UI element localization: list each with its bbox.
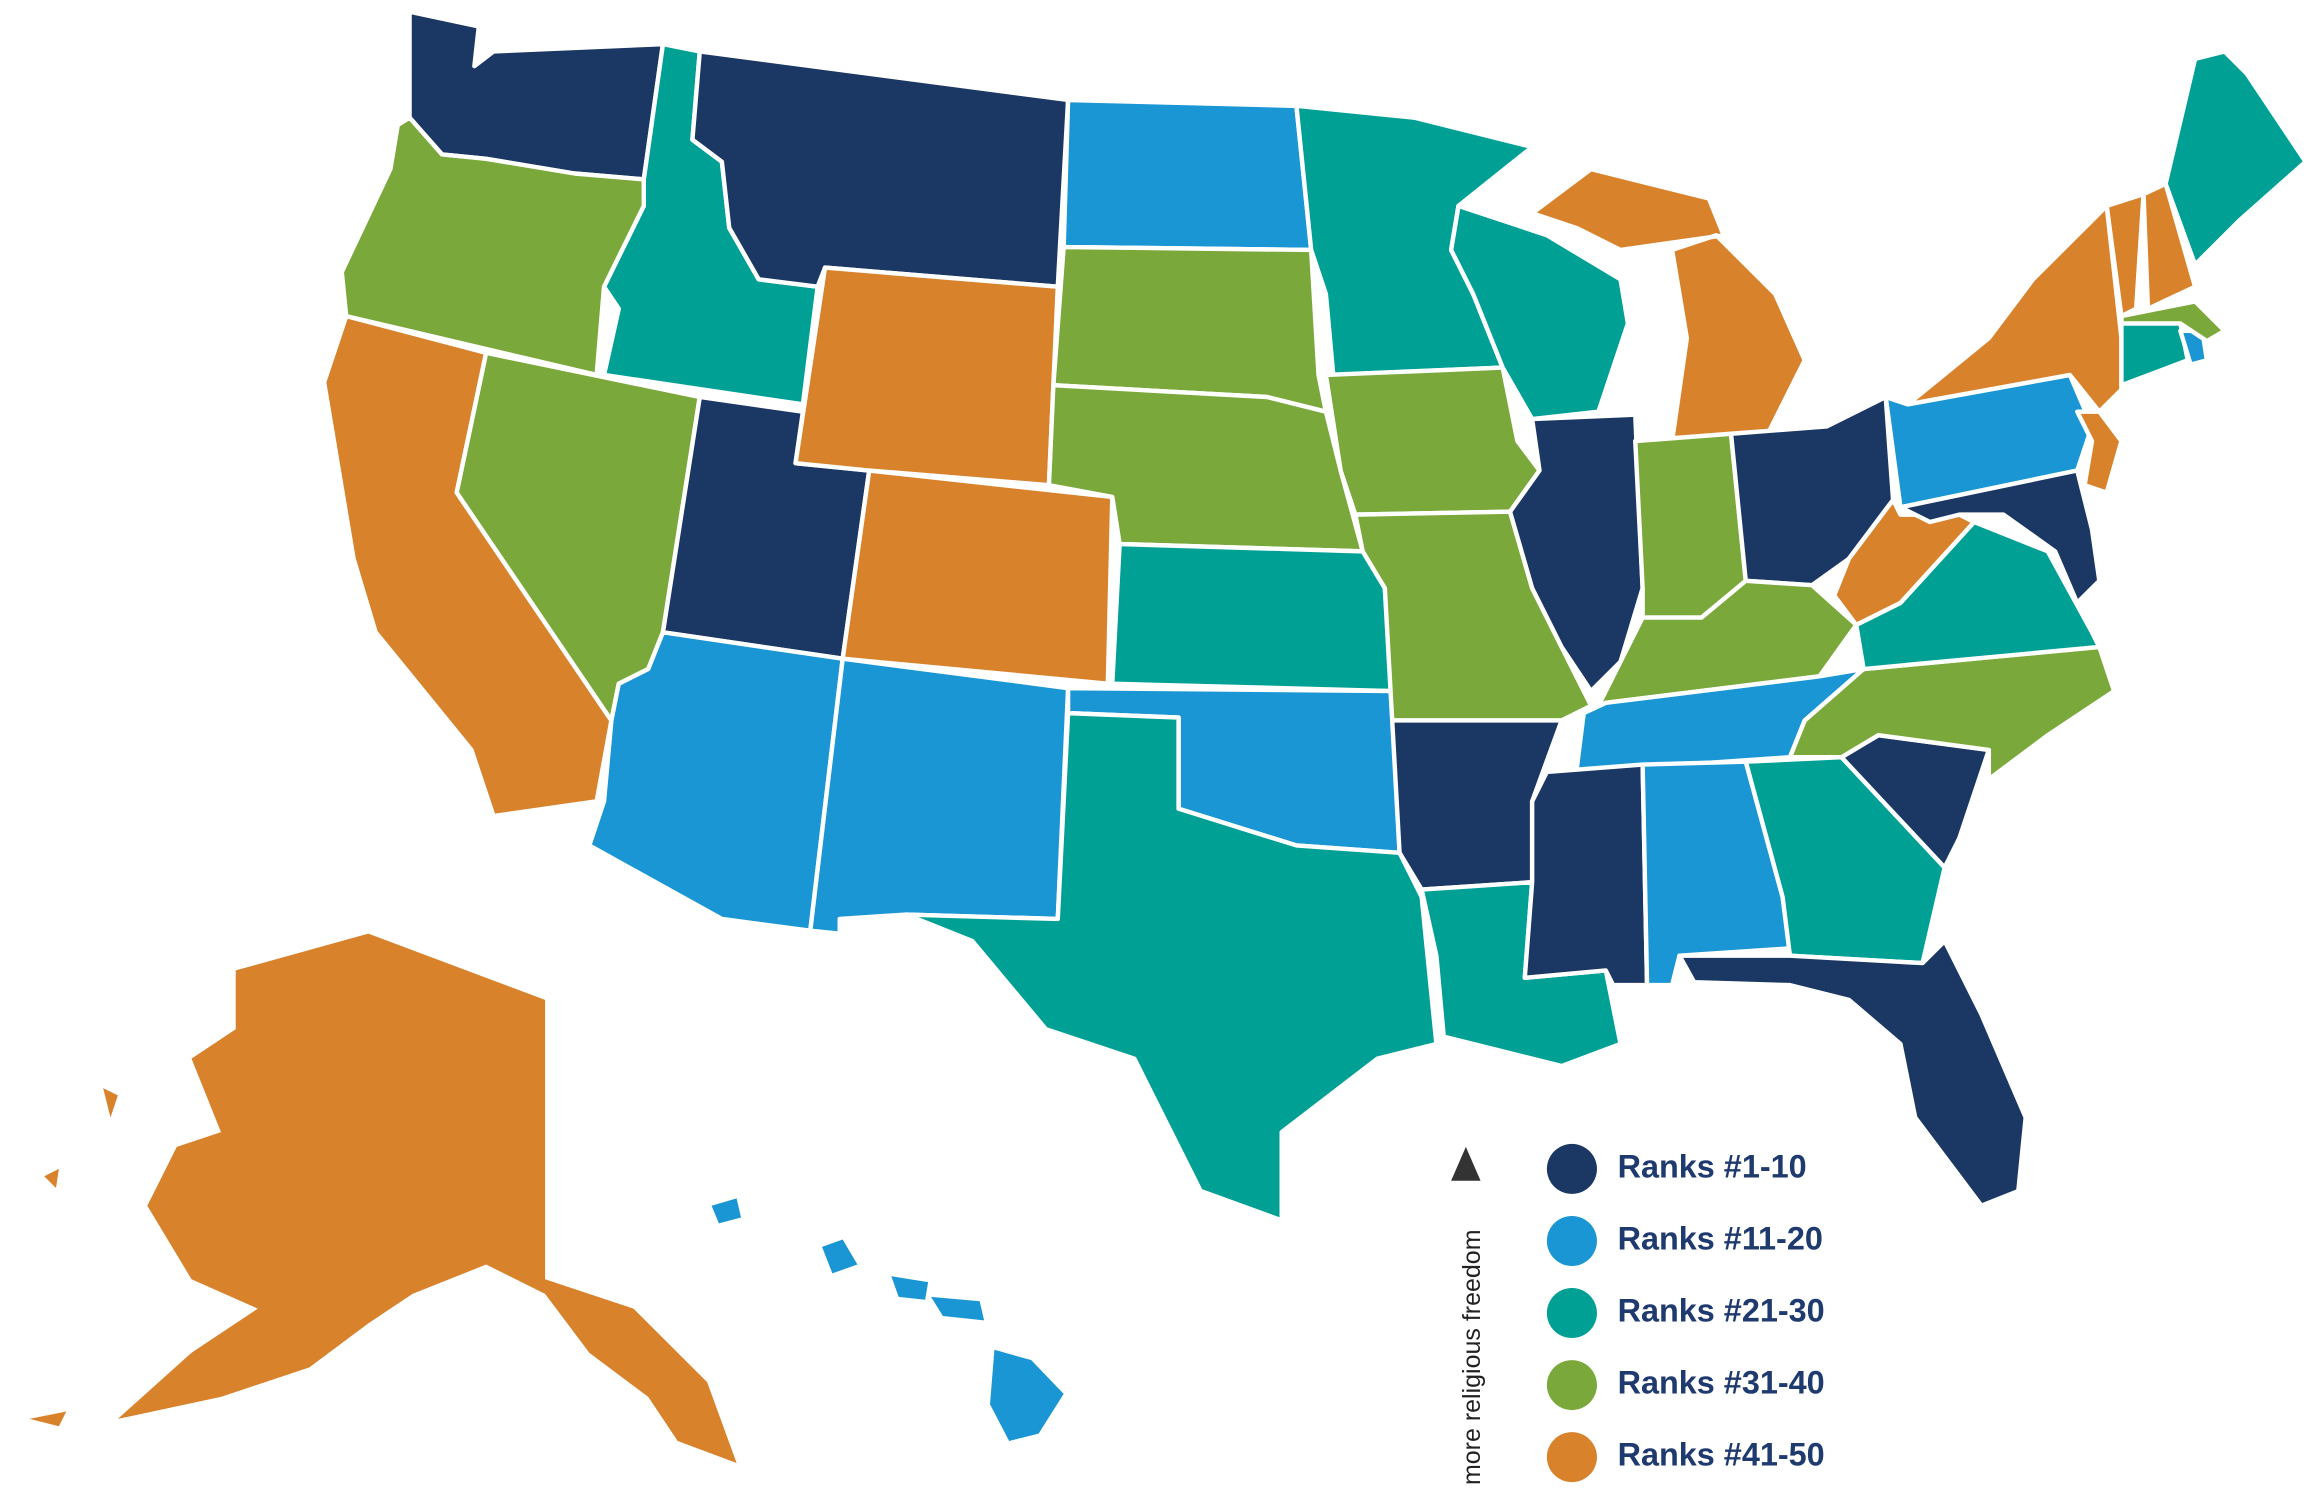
state: [903, 710, 1439, 1223]
legend-label: Ranks #31-40: [1618, 1365, 1825, 1401]
state: [1110, 541, 1395, 694]
legend-label: Ranks #11-20: [1618, 1221, 1823, 1257]
state: [587, 630, 845, 933]
legend-label: Ranks #1-10: [1618, 1148, 1807, 1184]
state: [690, 49, 1071, 289]
legend-swatch: [1546, 1215, 1597, 1266]
state: [1633, 431, 1748, 620]
state: [2119, 299, 2227, 344]
state: [1061, 97, 1314, 253]
legend-swatch: [1546, 1432, 1597, 1483]
legend-note: more religious freedom: [1458, 1229, 1486, 1485]
state: [1905, 203, 2124, 414]
states: [29, 9, 2308, 1464]
state: [1898, 468, 2102, 606]
state: [1522, 762, 1650, 988]
legend: more religious freedom Ranks #1-10Ranks …: [1451, 1143, 1825, 1485]
state: [711, 1198, 1064, 1441]
legend-items: Ranks #1-10 Ranks #11-20 Ranks #21-30 Ranks…: [1546, 1143, 1825, 1483]
legend-swatch: [1546, 1360, 1597, 1411]
state: [2141, 181, 2198, 311]
state: [1677, 938, 2028, 1208]
state: [793, 265, 1060, 488]
legend-label: Ranks #21-30: [1618, 1293, 1825, 1329]
state: [1448, 203, 1631, 422]
state: [1831, 497, 1977, 628]
state: [2075, 409, 2124, 495]
state: [2163, 49, 2308, 267]
legend-swatch: [1546, 1143, 1597, 1194]
legend-label: Ranks #41-50: [1618, 1437, 1825, 1473]
state: [1323, 365, 1542, 517]
legend-swatch: [1546, 1288, 1597, 1339]
state: [808, 656, 1071, 936]
state: [339, 115, 647, 378]
state: [840, 468, 1115, 686]
state: [2119, 321, 2190, 388]
state: [2104, 191, 2146, 319]
state: [29, 933, 737, 1464]
state: [1787, 644, 2117, 782]
arrow: [1451, 1146, 1481, 1181]
state: [1529, 166, 1807, 444]
